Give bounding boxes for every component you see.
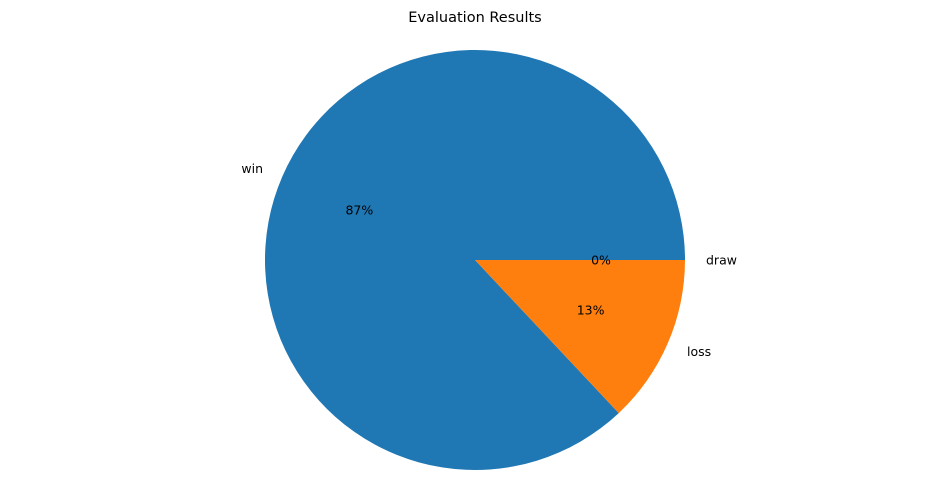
pie-slice-win (265, 49, 685, 470)
slice-label-win: win (241, 161, 263, 176)
pie-labels: win 87% loss 13% draw 0% (241, 161, 737, 359)
pie-slice-loss (475, 260, 685, 414)
slice-label-loss: loss (687, 344, 711, 359)
pie-slices (265, 49, 685, 470)
slice-percent-win: 87% (345, 202, 373, 217)
slice-percent-draw: 0% (591, 253, 611, 268)
slice-percent-loss: 13% (577, 303, 605, 318)
chart-title: Evaluation Results (408, 10, 541, 26)
slice-label-draw: draw (706, 253, 737, 268)
